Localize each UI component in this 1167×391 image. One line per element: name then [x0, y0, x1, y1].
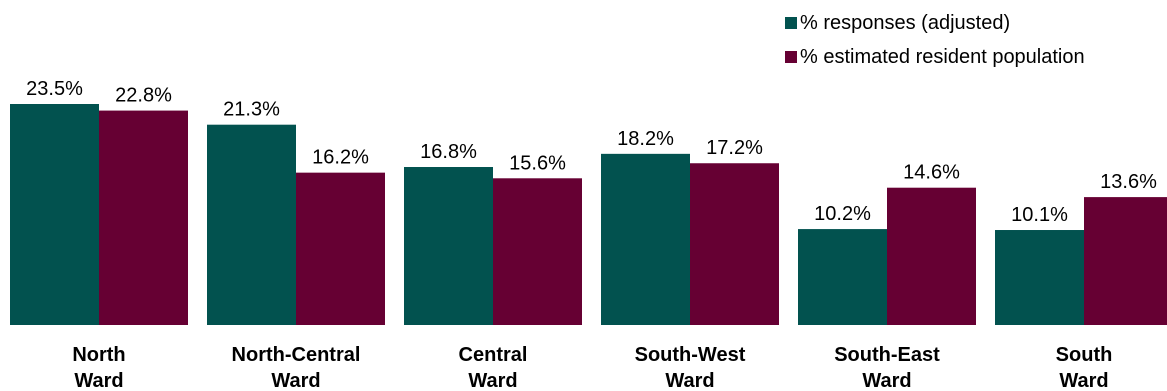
value-label-population-2: 15.6%: [509, 152, 566, 174]
value-label-population-0: 22.8%: [115, 85, 172, 107]
value-label-population-5: 13.6%: [1100, 171, 1157, 193]
bar-responses-1: [207, 124, 296, 325]
value-label-responses-4: 10.2%: [814, 203, 871, 225]
category-label-5-line-0: South: [1056, 344, 1113, 366]
bar-responses-3: [601, 153, 690, 325]
legend-label-population: % estimated resident population: [800, 45, 1085, 68]
category-label-1-line-0: North-Central: [232, 344, 361, 366]
bar-population-4: [887, 187, 976, 325]
category-label-3-line-1: Ward: [665, 370, 714, 391]
category-labels-layer: North Ward North-Central Ward Central Ward Sou…: [72, 344, 1112, 391]
category-label-1-line-1: Ward: [271, 370, 320, 391]
bar-population-5: [1084, 197, 1167, 325]
legend-swatch-population: [785, 51, 797, 63]
value-label-population-1: 16.2%: [312, 147, 369, 169]
bar-population-3: [690, 163, 779, 325]
category-label-4-line-1: Ward: [862, 370, 911, 391]
bar-responses-5: [995, 230, 1084, 325]
bar-responses-2: [404, 167, 493, 325]
bar-population-2: [493, 178, 582, 325]
legend-label-responses: % responses (adjusted): [800, 11, 1011, 34]
legend-item-responses: % responses (adjusted): [785, 10, 1155, 36]
bar-responses-4: [798, 229, 887, 325]
category-label-0-line-1: Ward: [74, 370, 123, 391]
category-label-5-line-1: Ward: [1059, 370, 1108, 391]
category-label-4-line-0: South-East: [834, 344, 940, 366]
legend-swatch-responses: [785, 17, 797, 29]
category-label-0-line-0: North: [72, 344, 125, 366]
value-label-population-3: 17.2%: [706, 137, 763, 159]
value-label-responses-1: 21.3%: [223, 99, 280, 121]
value-labels-layer: 23.5% 22.8% 21.3% 16.2% 16.8% 15.6% 18.2% 17.2%…: [26, 78, 1157, 226]
category-label-2-line-0: Central: [459, 344, 528, 366]
bar-population-0: [99, 110, 188, 325]
value-label-responses-5: 10.1%: [1011, 204, 1068, 226]
value-label-population-4: 14.6%: [903, 162, 960, 184]
value-label-responses-2: 16.8%: [420, 141, 477, 163]
category-label-3-line-0: South-West: [635, 344, 746, 366]
category-label-2-line-1: Ward: [468, 370, 517, 391]
value-label-responses-3: 18.2%: [617, 128, 674, 150]
bar-population-1: [296, 172, 385, 325]
bars-layer: [10, 104, 1167, 325]
value-label-responses-0: 23.5%: [26, 78, 83, 100]
legend-item-population: % estimated resident population: [785, 44, 1155, 70]
legend: % responses (adjusted) % estimated resid…: [785, 10, 1155, 78]
bar-responses-0: [10, 104, 99, 325]
